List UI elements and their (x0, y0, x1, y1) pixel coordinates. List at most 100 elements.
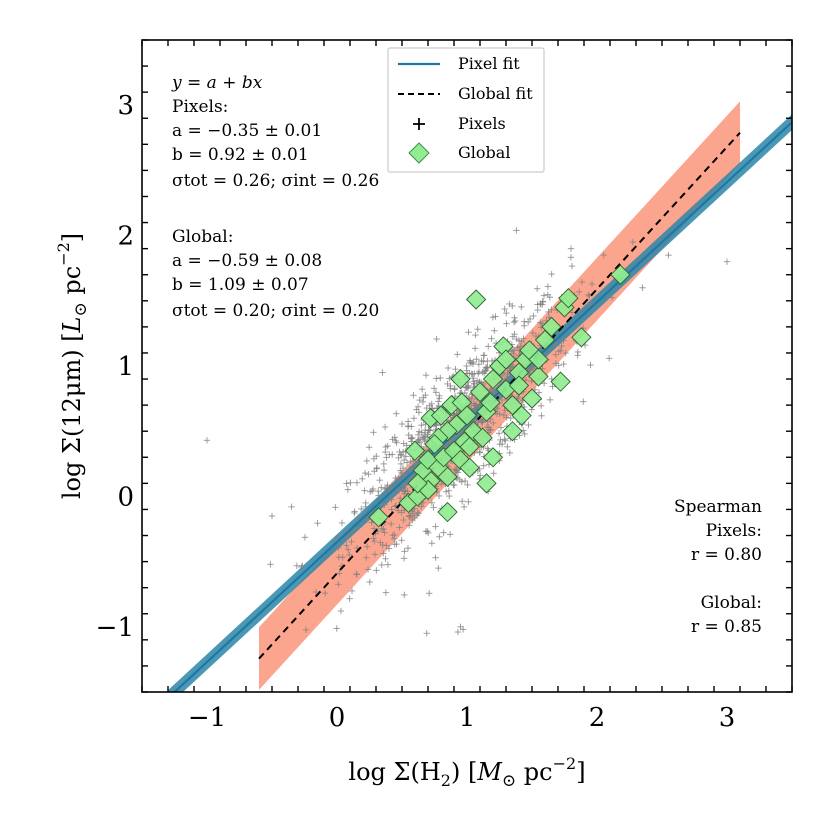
pixel-point (452, 466, 460, 474)
pixel-point (482, 367, 490, 374)
pixel-point (544, 283, 552, 290)
global-point (459, 436, 480, 457)
global-point (368, 507, 389, 528)
global-point (465, 289, 487, 310)
global-point (528, 366, 549, 387)
pixel-point (381, 485, 389, 493)
pixel-point (576, 288, 583, 296)
pixel-point (414, 431, 422, 439)
pixel-point (444, 380, 451, 388)
pixel-point (387, 520, 395, 528)
y-tick-label: 1 (117, 352, 134, 382)
pixel-point (435, 398, 442, 405)
pixel-point (370, 535, 377, 542)
x-tick-label: 3 (719, 703, 736, 733)
pixel-point (399, 464, 407, 472)
pixel-point (376, 477, 383, 484)
pixel-point (302, 626, 310, 634)
pixel-point (399, 448, 407, 456)
pixel-point (538, 412, 545, 419)
pixel-point (723, 258, 731, 265)
global-point (430, 405, 452, 426)
pixel-point (379, 369, 386, 376)
pixel-point (484, 357, 491, 365)
global-b: b = 1.09 ± 0.07 (172, 275, 309, 295)
x-tick-label: −1 (188, 703, 226, 733)
pixel-point (587, 361, 594, 369)
pixel-point (605, 355, 613, 362)
pixel-point (419, 398, 427, 406)
pixel-point (486, 427, 494, 434)
pixel-point (381, 423, 389, 431)
pixel-point (378, 561, 385, 569)
global-sigma: σtot = 0.20; σint = 0.20 (172, 301, 379, 321)
pixel-point (510, 346, 518, 354)
axis-ticks (141, 39, 793, 693)
pixel-point (529, 329, 537, 337)
pixel-point (424, 431, 431, 438)
pixel-point (521, 430, 528, 438)
global-point (469, 381, 491, 403)
pixel-point (415, 409, 423, 416)
pixel-point (338, 519, 346, 527)
pixel-point (537, 402, 545, 409)
pixel-point (382, 555, 389, 562)
pixel-point (472, 331, 479, 339)
pixel-point (288, 503, 295, 511)
x-axis-label: log Σ(H2) [M⊙ pc−2] (348, 754, 585, 791)
legend-global-fit-label: Global fit (458, 84, 533, 103)
legend-pixels-label: Pixels (458, 114, 506, 133)
pixel-point (392, 474, 399, 482)
pixel-point (404, 544, 412, 552)
pixel-point (546, 396, 554, 404)
pixel-point (463, 367, 470, 374)
pixel-point (344, 486, 352, 493)
pixel-point (509, 302, 516, 310)
pixel-point (400, 516, 407, 524)
pixel-point (370, 455, 378, 462)
pixel-point (410, 392, 417, 399)
y-axis-label: log Σ(12μm) [L⊙ pc−2] (54, 233, 91, 499)
x-tick-label: 2 (589, 703, 606, 733)
pixel-point (371, 551, 379, 558)
pixel-point (395, 475, 402, 483)
equation-label: y = a + bx (171, 73, 263, 93)
pixel-point (380, 460, 387, 468)
pixel-point (600, 251, 607, 259)
pixel-point (337, 607, 345, 615)
pixel-point (473, 356, 480, 363)
pixel-point (346, 551, 353, 559)
pixel-point (512, 317, 519, 325)
pixel-point (435, 564, 442, 572)
pixel-point (395, 454, 402, 462)
pixel-point (503, 309, 510, 317)
plot-frame (141, 39, 793, 693)
pixel-point (430, 504, 437, 511)
pixel-point (382, 589, 390, 596)
pixel-point (691, 203, 698, 211)
pixel-point (364, 566, 372, 573)
pixel-point (568, 262, 576, 270)
pixel-point (312, 588, 320, 596)
pixel-point (267, 561, 274, 568)
pixel-point (353, 570, 360, 578)
global-heading: Global: (172, 227, 233, 247)
pixel-point (419, 434, 427, 441)
pixel-point (343, 480, 350, 487)
pixel-point (418, 385, 426, 393)
pixel-point (293, 562, 300, 569)
legend-pixel-fit-label: Pixel fit (458, 54, 520, 73)
pixel-point (507, 348, 515, 355)
pixel-point (437, 374, 444, 382)
pixel-point (446, 531, 454, 538)
pixel-point (389, 436, 396, 443)
pixel-point (393, 410, 400, 417)
global-point (482, 447, 504, 468)
pixel-point (402, 453, 410, 460)
pixel-point (466, 370, 473, 377)
pixel-point (381, 529, 388, 536)
pixel-point (301, 534, 309, 541)
global-points (368, 264, 631, 528)
pixel-point (409, 434, 416, 441)
